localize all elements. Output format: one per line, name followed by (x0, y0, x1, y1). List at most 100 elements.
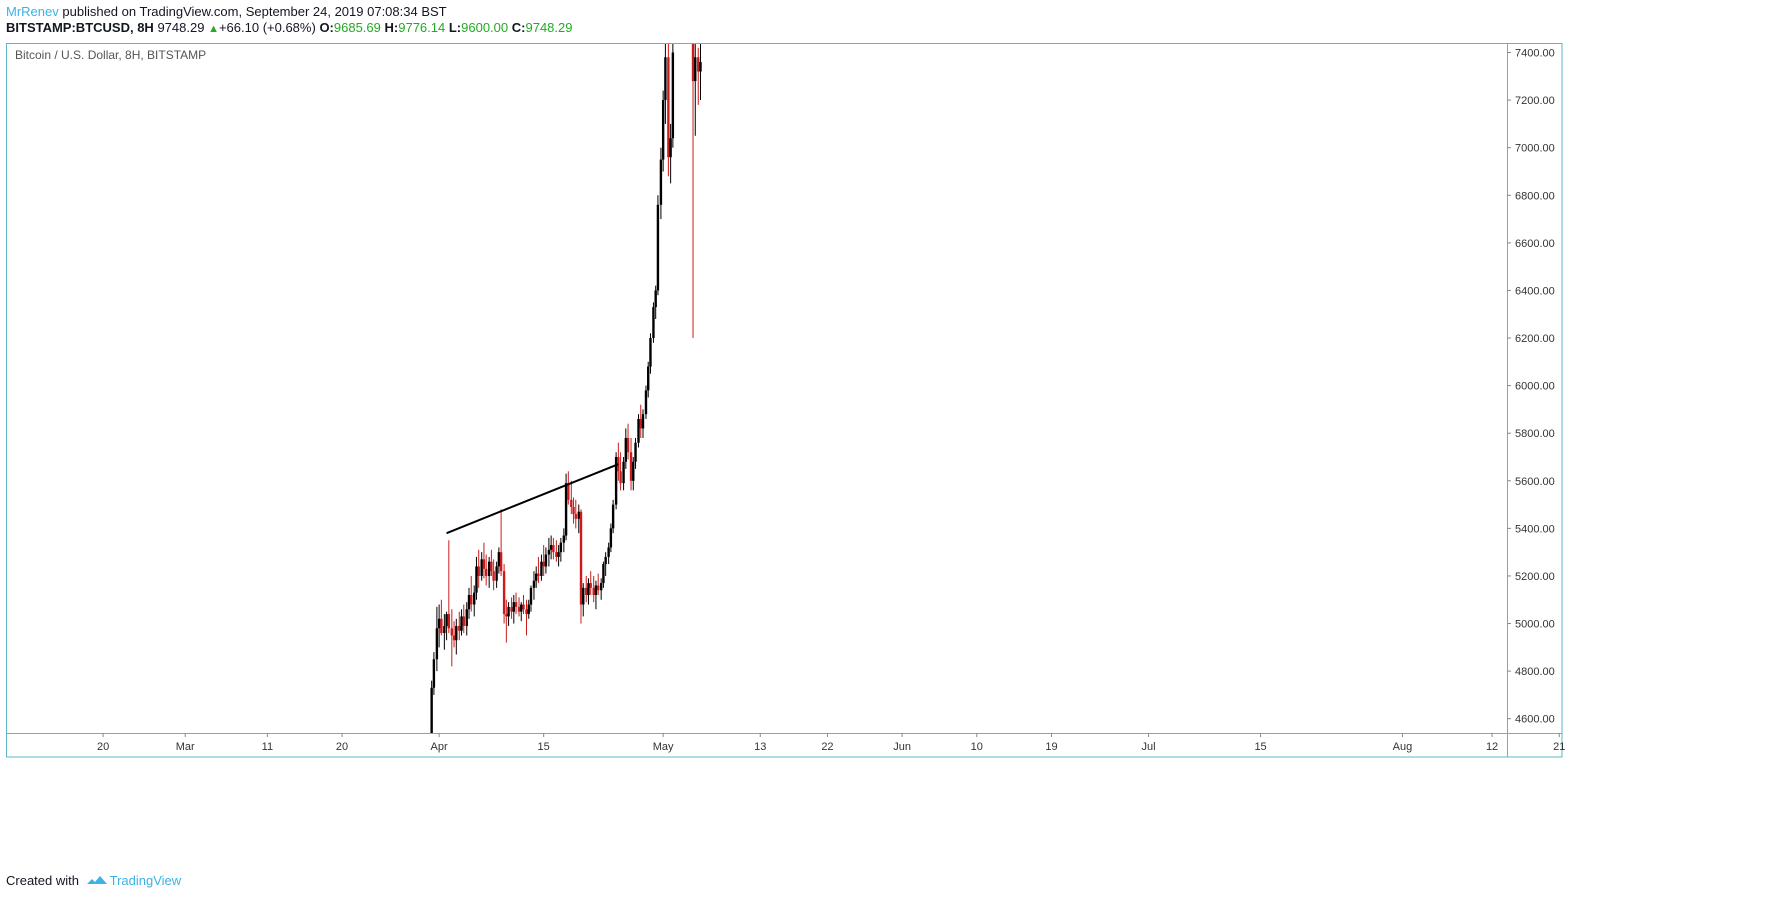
candle-body (570, 499, 573, 507)
candle-body (697, 57, 700, 72)
x-tick-label: 19 (1045, 741, 1057, 753)
candle-body (589, 583, 592, 588)
high-label: H: (384, 20, 399, 35)
candle-body (694, 57, 697, 82)
candle-body (430, 687, 433, 733)
candle-body (582, 587, 585, 605)
candle-body (644, 390, 648, 415)
candle-body (649, 338, 652, 367)
published-text: published on TradingView.com, September … (62, 4, 447, 19)
author-link[interactable]: MrRenev (6, 4, 59, 19)
candle-body (577, 511, 580, 519)
y-tick-label: 5800.00 (1515, 428, 1555, 440)
candle-body (699, 62, 702, 72)
candle-body (487, 561, 491, 576)
x-tick-label: 15 (538, 741, 550, 753)
x-tick-label: Jul (1142, 741, 1156, 753)
chart-title: Bitcoin / U.S. Dollar, 8H, BITSTAMP (15, 48, 206, 62)
candle-body (484, 568, 488, 576)
candle-body (559, 542, 563, 553)
y-tick-label: 4600.00 (1515, 714, 1555, 726)
y-tick-label: 5000.00 (1515, 619, 1555, 631)
candle-body (549, 545, 553, 550)
candle-body (592, 587, 595, 595)
x-tick-label: 20 (336, 741, 348, 753)
y-tick-label: 5600.00 (1515, 476, 1555, 488)
y-tick-label: 6600.00 (1515, 238, 1555, 250)
chart-frame (6, 43, 1563, 758)
x-tick-label: 15 (1254, 741, 1266, 753)
open-label: O: (319, 20, 334, 35)
candle-body (667, 57, 670, 158)
candle-body (619, 471, 622, 484)
candle-body (535, 573, 538, 581)
x-tick-label: 22 (821, 741, 833, 753)
chart-container[interactable]: 4600.00 4800.00 5000.00 5200.00 5400.00 5600.… (6, 43, 1782, 863)
candle-body (537, 573, 540, 576)
candle-body (432, 659, 436, 688)
candle-body (440, 618, 443, 634)
candle-body (544, 554, 548, 567)
candle-body (652, 307, 655, 339)
candle-body (557, 552, 560, 557)
ohlc-line: BITSTAMP:BTCUSD, 8H 9748.29 ▲+66.10 (+0.… (6, 20, 572, 37)
up-arrow-icon: ▲ (208, 23, 219, 35)
candle-body (664, 57, 667, 101)
y-tick-label: 6000.00 (1515, 381, 1555, 393)
candle-body (585, 587, 588, 595)
x-tick-label: Jun (893, 741, 911, 753)
candle-body (629, 452, 633, 481)
y-tick-label: 6400.00 (1515, 285, 1555, 297)
publish-line: MrRenev published on TradingView.com, Se… (6, 4, 447, 20)
close-value: 9748.29 (525, 20, 573, 35)
candle-body (467, 595, 471, 610)
candle-body (572, 506, 575, 515)
low-label: L: (448, 20, 462, 35)
candle-body (579, 511, 583, 605)
x-tick-label: 11 (262, 741, 273, 753)
candle-body (632, 461, 635, 481)
candle-body (669, 138, 672, 158)
candle-body (507, 606, 510, 617)
candle-body (532, 580, 536, 588)
y-tick-label: 4800.00 (1515, 666, 1555, 678)
y-tick-label: 6800.00 (1515, 190, 1555, 202)
candle-body (602, 564, 605, 584)
candle-body (452, 635, 456, 641)
candle-body (634, 442, 637, 462)
y-tick-label: 7400.00 (1515, 48, 1555, 60)
x-tick-label: 20 (97, 741, 109, 753)
candle-body (567, 483, 570, 500)
candle-body (587, 583, 590, 595)
tradingview-link[interactable]: TradingView (109, 873, 182, 888)
candle-body (626, 437, 630, 453)
x-tick-label: 12 (1486, 741, 1498, 753)
candle-body (480, 559, 483, 576)
candle-body (502, 571, 506, 615)
candle-body (562, 535, 566, 543)
candle-body (477, 566, 480, 576)
tradingview-logo-icon (86, 874, 108, 890)
price-change: +66.10 (+0.68%) (218, 20, 316, 35)
candle-body (604, 556, 607, 565)
candle-body (641, 414, 645, 429)
candle-body (505, 614, 508, 617)
candle-body (455, 625, 458, 641)
x-tick-label: Apr (431, 741, 448, 753)
candle-body (517, 606, 521, 612)
last-price: 9748.29 (157, 20, 205, 35)
open-value: 9685.69 (333, 20, 381, 35)
candle-body (470, 595, 473, 605)
y-tick-label: 7200.00 (1515, 95, 1555, 107)
y-tick-label: 7000.00 (1515, 143, 1555, 155)
candle-body (495, 566, 498, 581)
low-value: 9600.00 (461, 20, 509, 35)
candle-body (671, 52, 675, 139)
candle-body (490, 561, 493, 572)
candle-body (654, 290, 657, 308)
candle-body (525, 609, 528, 615)
candlestick-chart[interactable]: 4600.00 4800.00 5000.00 5200.00 5400.00 5600.… (6, 43, 1782, 863)
candle-body (435, 628, 439, 660)
candle-body (609, 528, 613, 548)
y-tick-label: 6200.00 (1515, 333, 1555, 345)
